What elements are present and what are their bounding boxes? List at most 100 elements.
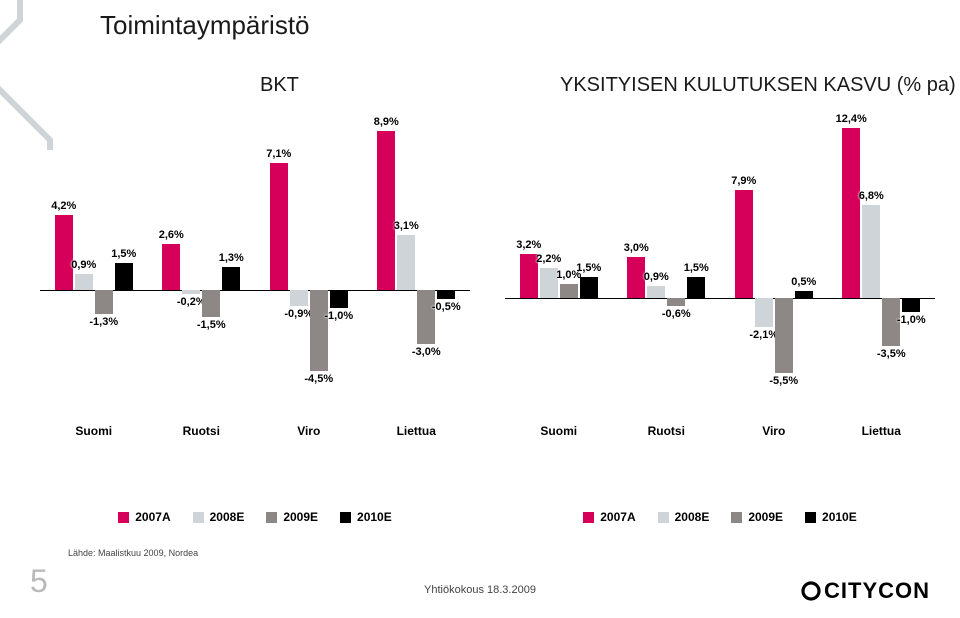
bar-value-label: 3,1% xyxy=(384,220,428,232)
legend-item: 2007A xyxy=(118,510,170,524)
category-label: Liettua xyxy=(363,424,471,438)
bar xyxy=(95,290,113,313)
legend-item: 2007A xyxy=(583,510,635,524)
legend-label: 2007A xyxy=(135,510,170,524)
legend: 2007A 2008E 2009E 2010E xyxy=(40,510,470,524)
bar-value-label: 2,2% xyxy=(527,253,571,265)
bar-value-label: 7,9% xyxy=(722,175,766,187)
category-label: Suomi xyxy=(40,424,148,438)
bar xyxy=(310,290,328,371)
bar xyxy=(775,298,793,373)
legend-swatch xyxy=(266,512,277,523)
bar-value-label: 0,5% xyxy=(782,276,826,288)
bar xyxy=(437,290,455,299)
chart-right-title: YKSITYISEN KULUTUKSEN KASVU (% pa) xyxy=(560,74,956,97)
legend-item: 2008E xyxy=(658,510,710,524)
bar xyxy=(330,290,348,308)
plot-area: 4,2%0,9%-1,3%1,5%2,6%-0,2%-1,5%1,3%7,1%-… xyxy=(40,120,470,380)
bar-value-label: -3,0% xyxy=(404,346,448,358)
bar xyxy=(687,277,705,298)
bar xyxy=(755,298,773,327)
bar xyxy=(580,277,598,298)
bar-value-label: 0,9% xyxy=(634,271,678,283)
legend-swatch xyxy=(193,512,204,523)
legend-swatch xyxy=(658,512,669,523)
bar-value-label: -1,3% xyxy=(82,316,126,328)
bar-value-label: -1,0% xyxy=(889,314,933,326)
legend-label: 2008E xyxy=(210,510,245,524)
bar-value-label: 6,8% xyxy=(849,190,893,202)
legend-item: 2010E xyxy=(340,510,392,524)
bar xyxy=(795,291,813,298)
page-number: 5 xyxy=(30,563,48,600)
bar-value-label: -3,5% xyxy=(869,348,913,360)
bar-value-label: -5,5% xyxy=(762,375,806,387)
page-title: Toimintaympäristö xyxy=(100,10,310,41)
bar-value-label: 8,9% xyxy=(364,116,408,128)
chart-consumption: 3,2%2,2%1,0%1,5%3,0%0,9%-0,6%1,5%7,9%-2,… xyxy=(505,120,935,480)
chart-bkt: 4,2%0,9%-1,3%1,5%2,6%-0,2%-1,5%1,3%7,1%-… xyxy=(40,120,470,480)
bar-value-label: -1,0% xyxy=(317,310,361,322)
plot-area: 3,2%2,2%1,0%1,5%3,0%0,9%-0,6%1,5%7,9%-2,… xyxy=(505,120,935,380)
bar xyxy=(842,128,860,298)
bar xyxy=(862,205,880,298)
legend-swatch xyxy=(805,512,816,523)
bar-value-label: 7,1% xyxy=(257,148,301,160)
bar xyxy=(75,274,93,290)
bar-value-label: 1,5% xyxy=(674,262,718,274)
bar xyxy=(270,163,288,290)
category-label: Liettua xyxy=(828,424,936,438)
bar-value-label: 3,2% xyxy=(507,239,551,251)
bar xyxy=(162,244,180,291)
bar xyxy=(222,267,240,290)
bar xyxy=(735,190,753,298)
legend-item: 2008E xyxy=(193,510,245,524)
legend-swatch xyxy=(340,512,351,523)
bar-value-label: 1,5% xyxy=(102,248,146,260)
bar-value-label: -4,5% xyxy=(297,373,341,385)
bar-value-label: 2,6% xyxy=(149,229,193,241)
bar xyxy=(647,286,665,298)
legend-label: 2009E xyxy=(748,510,783,524)
bar xyxy=(560,284,578,298)
category-label: Viro xyxy=(255,424,363,438)
category-label: Ruotsi xyxy=(613,424,721,438)
bar xyxy=(667,298,685,306)
bar-value-label: -0,5% xyxy=(424,301,468,313)
logo-text: CITYCON xyxy=(824,578,930,604)
category-label: Ruotsi xyxy=(148,424,256,438)
bar-value-label: 0,9% xyxy=(62,259,106,271)
legend-label: 2009E xyxy=(283,510,318,524)
legend-label: 2010E xyxy=(357,510,392,524)
bar-value-label: -1,5% xyxy=(189,319,233,331)
category-label: Viro xyxy=(720,424,828,438)
legend-swatch xyxy=(118,512,129,523)
bar xyxy=(417,290,435,344)
legend-label: 2007A xyxy=(600,510,635,524)
bar-value-label: 12,4% xyxy=(829,113,873,125)
legend-label: 2010E xyxy=(822,510,857,524)
bar-value-label: 1,3% xyxy=(209,252,253,264)
bar xyxy=(115,263,133,290)
bar xyxy=(377,131,395,291)
bar xyxy=(55,215,73,290)
logo: CITYCON xyxy=(800,578,930,604)
bar xyxy=(182,290,200,294)
bar xyxy=(902,298,920,312)
bar-value-label: 3,0% xyxy=(614,242,658,254)
bar-value-label: 1,5% xyxy=(567,262,611,274)
bar xyxy=(397,235,415,291)
legend-item: 2009E xyxy=(731,510,783,524)
legend-swatch xyxy=(731,512,742,523)
bar xyxy=(290,290,308,306)
footer-text: Yhtiökokous 18.3.2009 xyxy=(424,584,536,596)
source-text: Lähde: Maalistkuu 2009, Nordea xyxy=(68,548,198,558)
chart-left-title: BKT xyxy=(260,74,299,97)
bar xyxy=(202,290,220,317)
legend: 2007A 2008E 2009E 2010E xyxy=(505,510,935,524)
legend-swatch xyxy=(583,512,594,523)
category-label: Suomi xyxy=(505,424,613,438)
bar-value-label: -0,6% xyxy=(654,308,698,320)
legend-item: 2009E xyxy=(266,510,318,524)
bar-value-label: 4,2% xyxy=(42,200,86,212)
